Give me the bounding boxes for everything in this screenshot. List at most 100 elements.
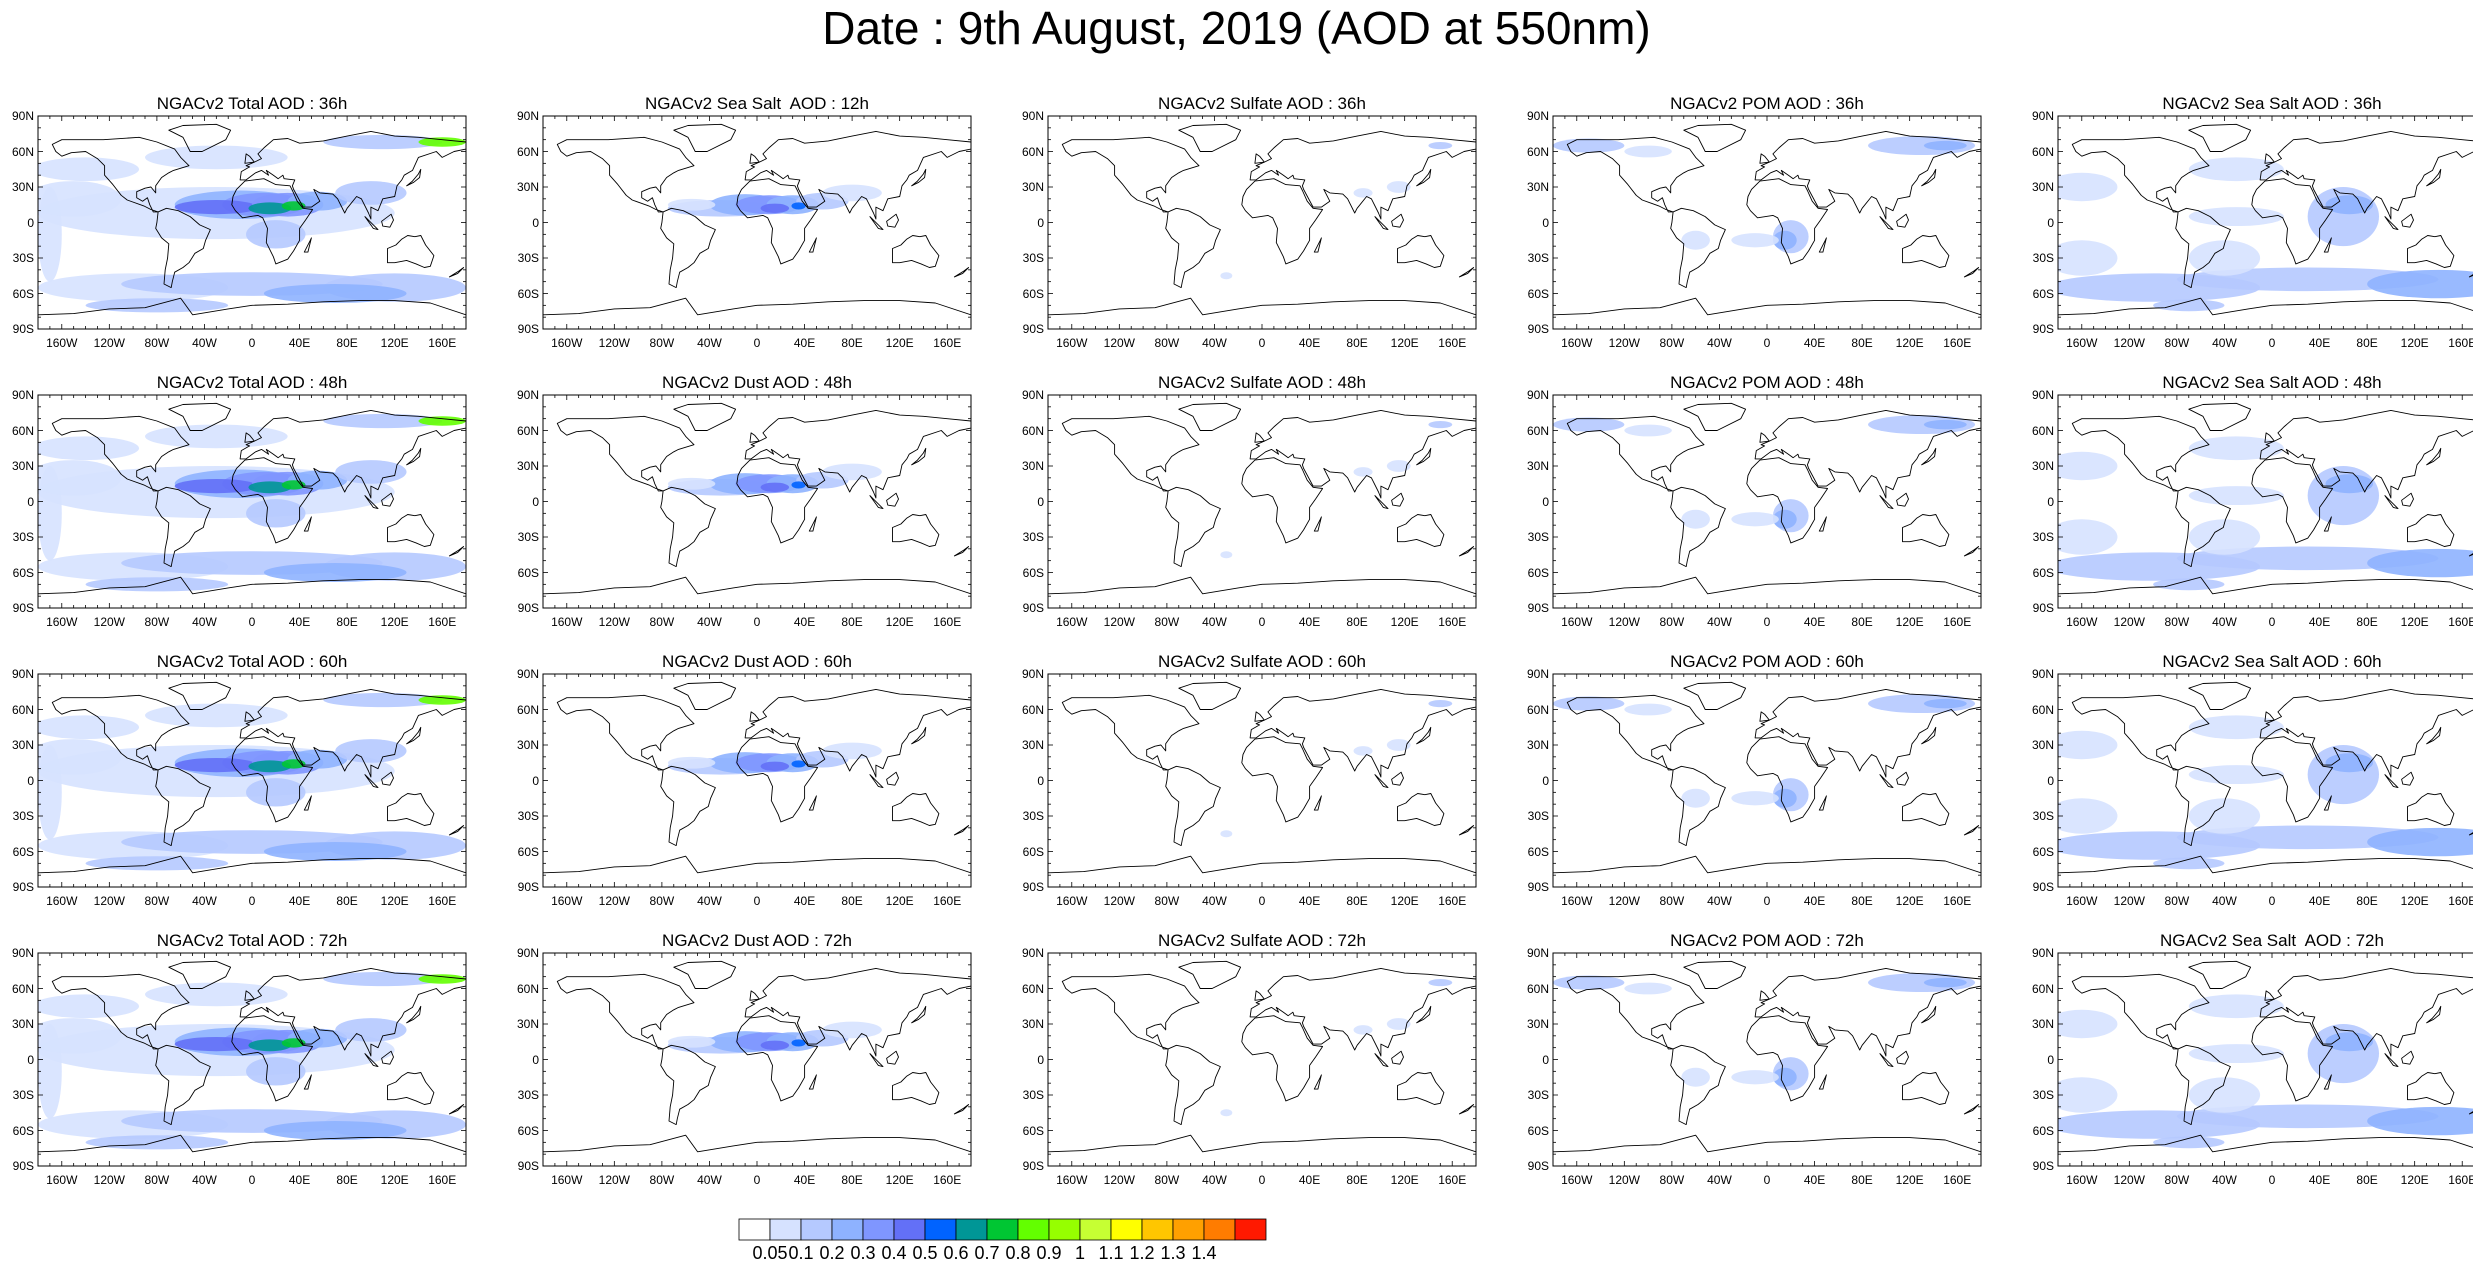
- aerosol-plume: [1868, 415, 1976, 435]
- aerosol-plume: [335, 181, 407, 205]
- lon-tick-label: 80W: [2164, 615, 2190, 629]
- lat-tick-label: 60N: [1021, 702, 1044, 717]
- lat-tick-label: 90N: [11, 109, 34, 123]
- panel-title: NGACv2 POM AOD : 36h: [1670, 94, 1864, 113]
- coastline-africa: [2251, 178, 2334, 265]
- colorbar-swatch: [1141, 1218, 1174, 1241]
- lat-tick-label: 90N: [2031, 946, 2054, 960]
- lon-tick-label: 120E: [885, 894, 914, 908]
- aerosol-plume: [2058, 172, 2118, 202]
- lon-tick-label: 120E: [1895, 894, 1924, 908]
- coastline-britain: [244, 153, 255, 164]
- aerosol-plume: [791, 202, 806, 210]
- lon-tick-label: 40E: [2308, 336, 2331, 350]
- lat-tick-label: 60S: [1022, 1123, 1044, 1138]
- lat-tick-label: 60S: [12, 1123, 34, 1138]
- map-panel: NGACv2 Sulfate AOD : 36h 90N 60N 30N 0 30S 60S…: [1010, 94, 1477, 354]
- coastline-antarctica: [1048, 1134, 1476, 1153]
- world-map: [1047, 673, 1477, 888]
- coastline-australia: [892, 514, 940, 547]
- aerosol-plume: [1923, 977, 1967, 988]
- aerosol-plume: [822, 184, 882, 202]
- coastline-southAmerica: [155, 486, 211, 568]
- coastline-antarctica: [2058, 297, 2473, 316]
- coastline-sumatra: [869, 216, 884, 231]
- coastline-africa: [736, 178, 819, 265]
- aerosol-plume: [2188, 157, 2284, 182]
- lat-tick-label: 30N: [1021, 1017, 1044, 1031]
- colorbar-label: 1.3: [1160, 1243, 1186, 1263]
- colorbar-swatch: [1234, 1218, 1267, 1241]
- lat-tick-label: 90S: [2032, 1159, 2054, 1173]
- lat-tick-label: 30N: [516, 738, 539, 752]
- aerosol-plume: [760, 482, 790, 493]
- coastline-australia: [387, 793, 435, 826]
- lat-tick-label: 30S: [1527, 1088, 1549, 1102]
- lat-tick-label: 30S: [12, 1088, 34, 1102]
- lon-tick-label: 80W: [144, 615, 170, 629]
- aerosol-plume: [2367, 1106, 2473, 1136]
- world-map: [542, 673, 972, 888]
- lat-tick-label: 0: [1037, 1052, 1044, 1067]
- lon-tick-label: 120W: [598, 1173, 630, 1187]
- colorbar-swatch: [862, 1218, 895, 1241]
- map-panel: NGACv2 Sulfate AOD : 48h 90N 60N 30N 0 30S 60S…: [1010, 373, 1477, 633]
- coastline-antarctica: [1553, 297, 1981, 316]
- lat-tick-label: 30S: [1527, 530, 1549, 544]
- coastline-greenland: [168, 960, 232, 989]
- lon-tick-label: 40E: [1298, 1173, 1321, 1187]
- aerosol-plume: [1681, 788, 1710, 808]
- aerosol-plume: [248, 202, 292, 215]
- panel-title: NGACv2 POM AOD : 60h: [1670, 652, 1864, 671]
- lon-tick-label: 40E: [288, 336, 311, 350]
- lat-tick-label: 60N: [11, 144, 34, 159]
- coastline-madagascar: [808, 516, 817, 532]
- lon-tick-label: 40W: [192, 894, 217, 908]
- lat-tick-label: 30S: [12, 251, 34, 265]
- coastline-borneo: [381, 1050, 394, 1065]
- coastline-southAmerica: [660, 486, 716, 568]
- coastline-antarctica: [2058, 576, 2473, 595]
- lon-tick-label: 80W: [2164, 894, 2190, 908]
- coastline-sumatra: [1879, 495, 1894, 510]
- lon-tick-label: 120E: [380, 894, 409, 908]
- map-panel: NGACv2 Dust AOD : 60h 90N 60N 30N 0 30S 60S 90S…: [505, 652, 972, 912]
- coastline-japan: [1416, 168, 1432, 187]
- lon-tick-label: 80E: [1346, 615, 1368, 629]
- coastline-greenland: [1178, 402, 1242, 431]
- lon-tick-label: 0: [2268, 615, 2276, 629]
- lon-tick-label: 120W: [93, 894, 125, 908]
- aerosol-plume: [791, 760, 806, 768]
- aerosol-plume: [1386, 1018, 1411, 1030]
- map-panel: NGACv2 POM AOD : 48h 90N 60N 30N 0 30S 60S 90S 1…: [1515, 373, 1982, 633]
- coastline-africa: [1241, 1015, 1324, 1102]
- lon-tick-label: 80E: [841, 894, 863, 908]
- aerosol-plume: [2325, 474, 2374, 494]
- panel-title: NGACv2 Total AOD : 36h: [156, 94, 348, 113]
- coastline-northAmerica: [1061, 694, 1200, 771]
- coastline-africa: [231, 457, 314, 544]
- coastline-northAmerica: [1061, 415, 1200, 492]
- lon-tick-label: 160E: [933, 336, 962, 350]
- lat-tick-label: 90S: [517, 880, 539, 894]
- lat-tick-label: 30N: [1526, 1017, 1549, 1031]
- aerosol-plume: [1772, 788, 1797, 808]
- lon-tick-label: 120W: [93, 1173, 125, 1187]
- lat-tick-label: 30N: [2031, 1017, 2054, 1031]
- lat-tick-label: 60S: [2032, 286, 2054, 301]
- colorbar-swatch: [986, 1218, 1019, 1241]
- coastline-northAmerica: [51, 415, 190, 492]
- aerosol-plume: [1681, 230, 1710, 250]
- coastline-africa: [2251, 1015, 2334, 1102]
- lat-tick-label: 90S: [1022, 1159, 1044, 1173]
- coastline-madagascar: [303, 795, 312, 811]
- lon-tick-label: 80E: [336, 894, 358, 908]
- aerosol-plume: [2188, 436, 2284, 461]
- lon-tick-label: 80E: [2356, 615, 2378, 629]
- lat-tick-label: 90S: [1527, 1159, 1549, 1173]
- lat-tick-label: 90N: [1021, 946, 1044, 960]
- lat-tick-label: 30S: [12, 530, 34, 544]
- lat-tick-label: 0: [2047, 773, 2054, 788]
- coastline-newzealand: [448, 546, 465, 557]
- coastline-greenland: [673, 123, 737, 152]
